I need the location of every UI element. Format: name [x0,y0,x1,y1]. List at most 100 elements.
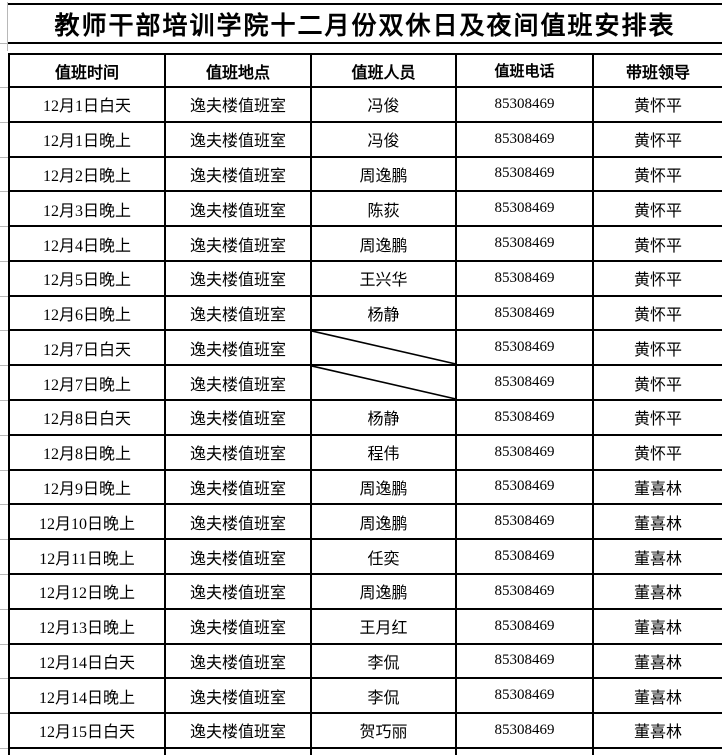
cell-time: 12月1日晚上 [10,122,166,156]
cell-person: 李侃 [312,644,457,678]
cell-time: 12月7日白天 [10,331,166,365]
cell-phone: 85308469 [457,540,594,573]
person-name: 王兴华 [359,272,408,290]
person-name: 冯俊 [367,133,400,151]
cell-location: 逸夫楼值班室 [166,296,312,330]
cell-location: 逸夫楼值班室 [166,122,312,156]
cell-person: 周逸鹏 [312,505,457,539]
table-row: 12月9日晚上 逸夫楼值班室 周逸鹏 85308469 董喜林 [0,470,722,506]
cell-location: 逸夫楼值班室 [166,609,312,643]
person-name: 周逸鹏 [359,480,408,498]
column-header-leader: 带班领导 [625,64,690,82]
table-row: 12月1日白天 逸夫楼值班室 冯俊 85308469 黄怀平 [0,88,722,123]
person-name: 贺巧丽 [359,724,408,742]
column-header-location: 值班地点 [166,55,312,86]
person-name: 李侃 [367,689,400,707]
cell-phone [457,748,594,755]
cell-location: 逸夫楼值班室 [166,470,312,504]
cell-leader: 黄怀平 [633,341,682,359]
cell-location: 逸夫楼值班室 [166,435,312,469]
column-header-person: 值班人员 [312,55,457,86]
cell-phone: 85308469 [457,366,594,400]
cell-time: 12月10日晚上 [10,505,166,539]
cell-person: 周逸鹏 [312,157,457,191]
cell-leader: 董喜林 [633,550,682,568]
column-header-phone: 值班电话 [457,55,594,86]
cell-person: 周逸鹏 [312,574,457,608]
cell-time: 12月14日晚上 [10,679,166,713]
cell-leader: 董喜林 [633,620,682,638]
cell-phone: 85308469 [457,679,594,713]
cell-leader [594,749,722,755]
cell-location: 逸夫楼值班室 [166,331,312,365]
cell-leader: 黄怀平 [633,376,682,394]
table-row: 12月4日晚上 逸夫楼值班室 周逸鹏 85308469 黄怀平 [0,227,722,262]
person-name: 周逸鹏 [359,167,408,185]
cell-person: 杨静 [312,296,457,330]
cell-location: 逸夫楼值班室 [166,401,312,434]
cell-phone: 85308469 [457,296,594,330]
person-name: 杨静 [367,307,400,325]
cell-person: 冯俊 [312,88,457,121]
cell-phone: 85308469 [457,574,594,608]
cell-time: 12月9日晚上 [10,470,166,504]
cell-time: 12月8日晚上 [10,435,166,469]
cell-leader: 黄怀平 [633,167,682,185]
person-name: 周逸鹏 [359,585,408,603]
cell-person: 周逸鹏 [312,227,457,260]
cell-leader: 黄怀平 [633,237,682,255]
table-row: 12月14日晚上 逸夫楼值班室 李侃 85308469 董喜林 [0,679,722,715]
person-name: 陈荻 [367,202,400,220]
table-row-partial [10,748,722,755]
person-name: 李侃 [367,654,400,672]
cell-person: 贺巧丽 [312,714,457,747]
table-row: 12月8日晚上 逸夫楼值班室 程伟 85308469 黄怀平 [0,435,722,471]
cell-person: 冯俊 [312,122,457,156]
cell-phone: 85308469 [457,505,594,539]
cell-leader: 黄怀平 [633,133,682,151]
table-header-row: 值班时间 值班地点 值班人员 值班电话 带班领导 [0,53,722,88]
table-row: 12月7日晚上 逸夫楼值班室 85308469 黄怀平 [0,366,722,402]
cell-leader: 黄怀平 [633,307,682,325]
table-row: 12月2日晚上 逸夫楼值班室 周逸鹏 85308469 黄怀平 [0,157,722,193]
person-name: 王月红 [359,620,408,638]
cell-phone: 85308469 [457,401,594,434]
cell-phone: 85308469 [457,609,594,643]
cell-leader: 董喜林 [633,515,682,533]
cell-person: 李侃 [312,679,457,713]
title-table-gap [0,44,722,53]
cell-leader: 董喜林 [633,654,682,672]
cell-time: 12月6日晚上 [10,296,166,330]
cell-location: 逸夫楼值班室 [166,88,312,121]
cell-time: 12月13日晚上 [10,609,166,643]
person-name: 周逸鹏 [359,237,408,255]
cell-location: 逸夫楼值班室 [166,505,312,539]
cell-time: 12月15日白天 [10,714,166,747]
cell-person: 杨静 [312,401,457,434]
cell-phone: 85308469 [457,644,594,678]
cell-phone: 85308469 [457,261,594,295]
cell-location: 逸夫楼值班室 [166,366,312,400]
table-row: 12月7日白天 逸夫楼值班室 85308469 黄怀平 [0,331,722,367]
cell-leader: 董喜林 [633,689,682,707]
cell-person [312,748,457,755]
cell-phone: 85308469 [457,122,594,156]
person-name: 杨静 [367,411,400,429]
duty-table: 值班时间 值班地点 值班人员 值班电话 带班领导 12月1日白天 逸夫楼值班室 … [0,53,722,755]
cell-time [10,748,166,755]
table-row: 12月3日晚上 逸夫楼值班室 陈荻 85308469 黄怀平 [0,192,722,228]
table-row: 12月12日晚上 逸夫楼值班室 周逸鹏 85308469 董喜林 [0,574,722,610]
table-body: 12月1日白天 逸夫楼值班室 冯俊 85308469 黄怀平 12月1日晚上 逸… [0,88,722,755]
cell-time: 12月2日晚上 [10,157,166,191]
cell-person: 任奕 [312,540,457,573]
cell-time: 12月12日晚上 [10,574,166,608]
cell-person: 王兴华 [312,261,457,295]
diagonal-strike [312,366,455,399]
cell-time: 12月14日白天 [10,644,166,678]
table-row: 12月1日晚上 逸夫楼值班室 冯俊 85308469 黄怀平 [0,122,722,158]
table-row: 12月14日白天 逸夫楼值班室 李侃 85308469 董喜林 [0,644,722,680]
table-row: 12月15日白天 逸夫楼值班室 贺巧丽 85308469 董喜林 [0,714,722,749]
cell-location: 逸夫楼值班室 [166,227,312,260]
cell-leader: 黄怀平 [633,272,682,290]
